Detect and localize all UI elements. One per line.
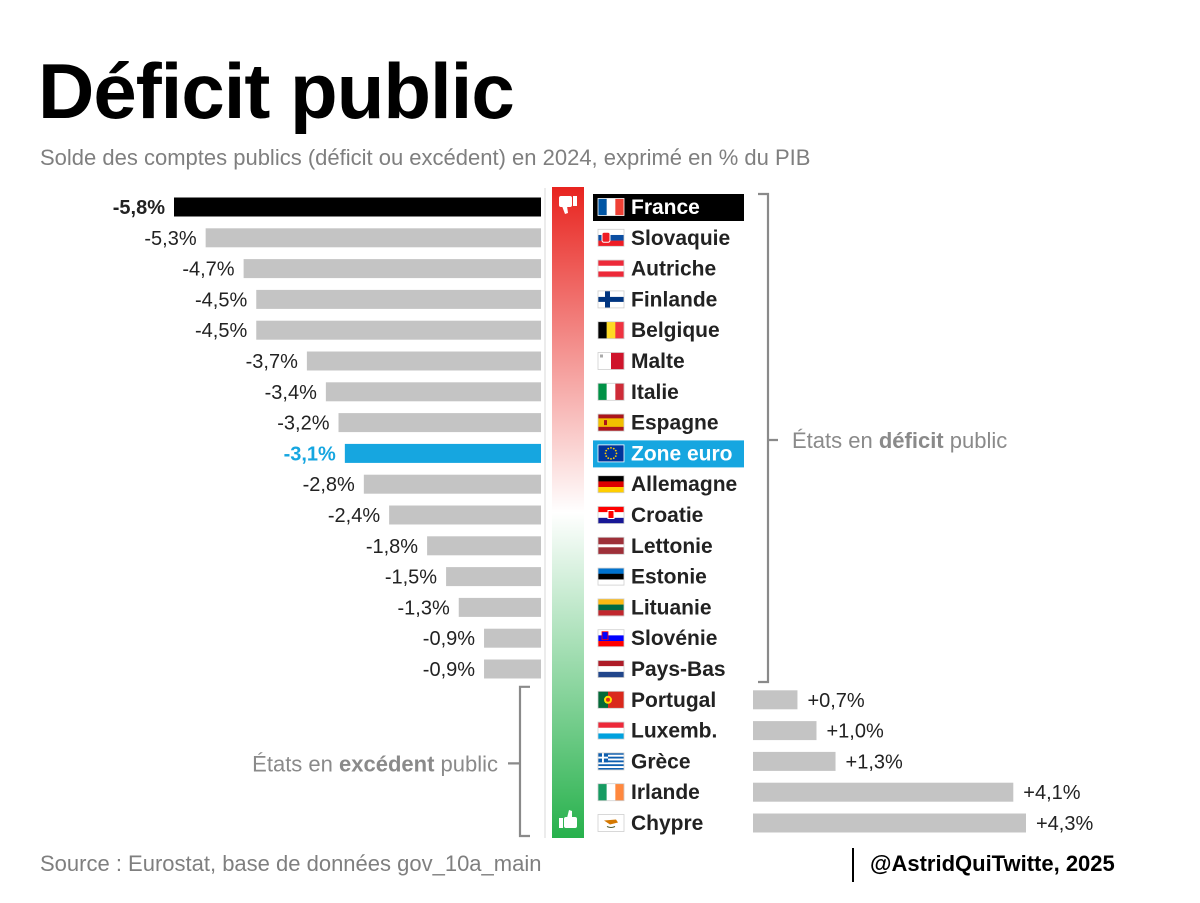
credit-separator bbox=[852, 848, 854, 882]
bar-luxemb bbox=[753, 721, 817, 741]
country-label-italie: Italie bbox=[631, 381, 679, 404]
bar-croatie bbox=[389, 505, 541, 525]
value-label-malte: -3,7% bbox=[246, 351, 298, 373]
flag-luxemb-icon bbox=[597, 721, 625, 740]
bar-malte bbox=[306, 351, 541, 371]
flag-allemagne-icon bbox=[597, 475, 625, 494]
country-label-slovaquie: Slovaquie bbox=[631, 227, 730, 250]
author-credit: @AstridQuiTwitte, 2025 bbox=[870, 851, 1115, 876]
value-label-slovaquie: -5,3% bbox=[144, 228, 196, 250]
bar-lituanie bbox=[458, 597, 541, 617]
chart-subtitle: Solde des comptes publics (déficit ou ex… bbox=[40, 145, 811, 170]
deficit-group-label: États en déficit public bbox=[792, 428, 1007, 453]
value-label-irlande: +4,1% bbox=[1023, 782, 1080, 804]
bar-lettonie bbox=[427, 536, 541, 556]
flag-lituanie-icon bbox=[597, 598, 625, 617]
value-label-italie: -3,4% bbox=[265, 382, 317, 404]
bar-pays-bas bbox=[484, 659, 541, 679]
bar-estonie bbox=[446, 567, 541, 587]
bar-autriche bbox=[243, 259, 541, 279]
bar-irlande bbox=[753, 782, 1014, 802]
country-label-autriche: Autriche bbox=[631, 258, 716, 281]
value-label-lettonie: -1,8% bbox=[366, 536, 418, 558]
value-label-espagne: -3,2% bbox=[277, 413, 329, 435]
flag-italie-icon bbox=[597, 382, 625, 401]
value-label-luxemb: +1,0% bbox=[826, 721, 883, 743]
country-label-portugal: Portugal bbox=[631, 689, 716, 712]
deficit-group-bracket bbox=[758, 192, 778, 684]
flag-portugal-icon bbox=[597, 690, 625, 709]
value-label-slovenie: -0,9% bbox=[423, 628, 475, 650]
country-label-irlande: Irlande bbox=[631, 781, 700, 804]
flag-irlande-icon bbox=[597, 783, 625, 802]
bar-zone-euro bbox=[344, 443, 541, 463]
country-label-france: France bbox=[631, 196, 700, 219]
bar-grece bbox=[753, 751, 836, 771]
country-label-chypre: Chypre bbox=[631, 812, 703, 835]
country-label-croatie: Croatie bbox=[631, 504, 703, 527]
country-label-allemagne: Allemagne bbox=[631, 473, 737, 496]
flag-belgique-icon bbox=[597, 321, 625, 340]
value-label-france: -5,8% bbox=[113, 197, 165, 219]
source-note: Source : Eurostat, base de données gov_1… bbox=[40, 851, 542, 876]
country-label-slovenie: Slovénie bbox=[631, 627, 717, 650]
flag-pays-bas-icon bbox=[597, 660, 625, 678]
flag-croatie-icon bbox=[597, 506, 625, 524]
flag-espagne-icon bbox=[597, 413, 625, 432]
bar-slovaquie bbox=[205, 228, 541, 248]
country-label-finlande: Finlande bbox=[631, 288, 717, 311]
value-label-estonie: -1,5% bbox=[385, 567, 437, 589]
bar-belgique bbox=[256, 320, 541, 340]
value-label-croatie: -2,4% bbox=[328, 505, 380, 527]
country-label-lituanie: Lituanie bbox=[631, 596, 712, 619]
flag-autriche-icon bbox=[597, 259, 625, 278]
thumbs-down-icon bbox=[559, 196, 577, 214]
value-label-chypre: +4,3% bbox=[1036, 813, 1093, 835]
bar-slovenie bbox=[484, 628, 541, 648]
surplus-group-label: États en excédent public bbox=[252, 751, 498, 776]
value-label-autriche: -4,7% bbox=[182, 259, 234, 281]
country-label-pays-bas: Pays-Bas bbox=[631, 658, 726, 681]
flag-slovaquie-icon bbox=[597, 228, 625, 247]
flag-grece-icon bbox=[597, 752, 625, 771]
bar-finlande bbox=[256, 289, 541, 309]
value-label-grece: +1,3% bbox=[846, 751, 903, 773]
flag-zone-euro-icon bbox=[597, 444, 625, 463]
bar-france bbox=[174, 197, 541, 217]
flag-finlande-icon bbox=[597, 290, 625, 309]
bar-espagne bbox=[338, 413, 541, 433]
value-label-pays-bas: -0,9% bbox=[423, 659, 475, 681]
country-label-lettonie: Lettonie bbox=[631, 535, 713, 558]
country-label-grece: Grèce bbox=[631, 750, 691, 773]
thumbs-up-icon bbox=[559, 810, 577, 828]
sentiment-gradient-band bbox=[552, 187, 584, 838]
country-label-belgique: Belgique bbox=[631, 319, 720, 342]
flag-lettonie-icon bbox=[597, 536, 625, 555]
flag-france-icon bbox=[597, 198, 625, 216]
country-label-espagne: Espagne bbox=[631, 412, 719, 435]
chart-title: Déficit public bbox=[38, 47, 515, 135]
value-label-portugal: +0,7% bbox=[807, 690, 864, 712]
value-label-lituanie: -1,3% bbox=[397, 597, 449, 619]
value-label-allemagne: -2,8% bbox=[303, 474, 355, 496]
flag-malte-icon bbox=[597, 352, 625, 370]
country-label-malte: Malte bbox=[631, 350, 685, 373]
flag-slovenie-icon bbox=[597, 629, 625, 648]
flag-estonie-icon bbox=[597, 567, 625, 586]
value-label-zone-euro: -3,1% bbox=[284, 443, 336, 465]
bar-allemagne bbox=[363, 474, 541, 494]
country-label-luxemb: Luxemb. bbox=[631, 720, 717, 743]
bar-italie bbox=[325, 382, 541, 402]
value-label-finlande: -4,5% bbox=[195, 289, 247, 311]
country-label-estonie: Estonie bbox=[631, 566, 707, 589]
country-label-zone-euro: Zone euro bbox=[631, 442, 733, 465]
bar-portugal bbox=[753, 690, 798, 710]
surplus-group-bracket bbox=[508, 685, 530, 838]
value-label-belgique: -4,5% bbox=[195, 320, 247, 342]
flag-chypre-icon bbox=[597, 814, 625, 832]
bar-chypre bbox=[753, 813, 1026, 833]
